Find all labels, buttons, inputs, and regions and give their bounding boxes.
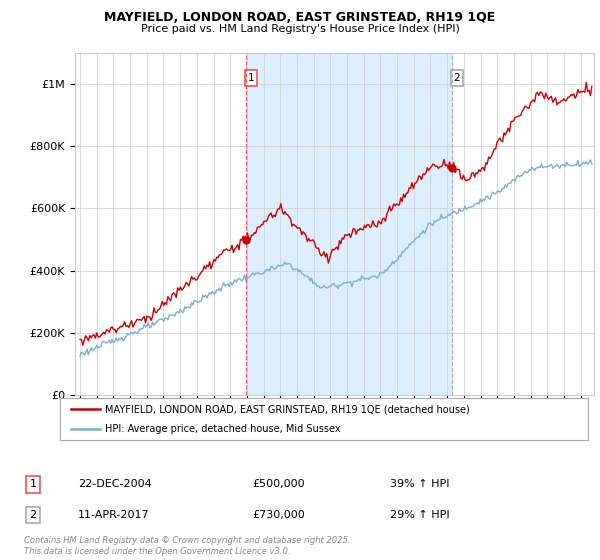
Text: 1: 1 [29, 479, 37, 489]
Text: 22-DEC-2004: 22-DEC-2004 [78, 479, 152, 489]
Text: 1: 1 [248, 73, 255, 83]
Text: 29% ↑ HPI: 29% ↑ HPI [390, 510, 449, 520]
Text: 11-APR-2017: 11-APR-2017 [78, 510, 149, 520]
Text: Contains HM Land Registry data © Crown copyright and database right 2025.
This d: Contains HM Land Registry data © Crown c… [24, 536, 350, 556]
Text: 2: 2 [29, 510, 37, 520]
Text: MAYFIELD, LONDON ROAD, EAST GRINSTEAD, RH19 1QE (detached house): MAYFIELD, LONDON ROAD, EAST GRINSTEAD, R… [105, 404, 470, 414]
Text: 2: 2 [454, 73, 460, 83]
Bar [247, 53, 452, 395]
Text: £730,000: £730,000 [252, 510, 305, 520]
Text: Price paid vs. HM Land Registry's House Price Index (HPI): Price paid vs. HM Land Registry's House … [140, 24, 460, 34]
Text: 39% ↑ HPI: 39% ↑ HPI [390, 479, 449, 489]
Text: HPI: Average price, detached house, Mid Sussex: HPI: Average price, detached house, Mid … [105, 424, 341, 434]
Text: £500,000: £500,000 [252, 479, 305, 489]
Text: MAYFIELD, LONDON ROAD, EAST GRINSTEAD, RH19 1QE: MAYFIELD, LONDON ROAD, EAST GRINSTEAD, R… [104, 11, 496, 24]
